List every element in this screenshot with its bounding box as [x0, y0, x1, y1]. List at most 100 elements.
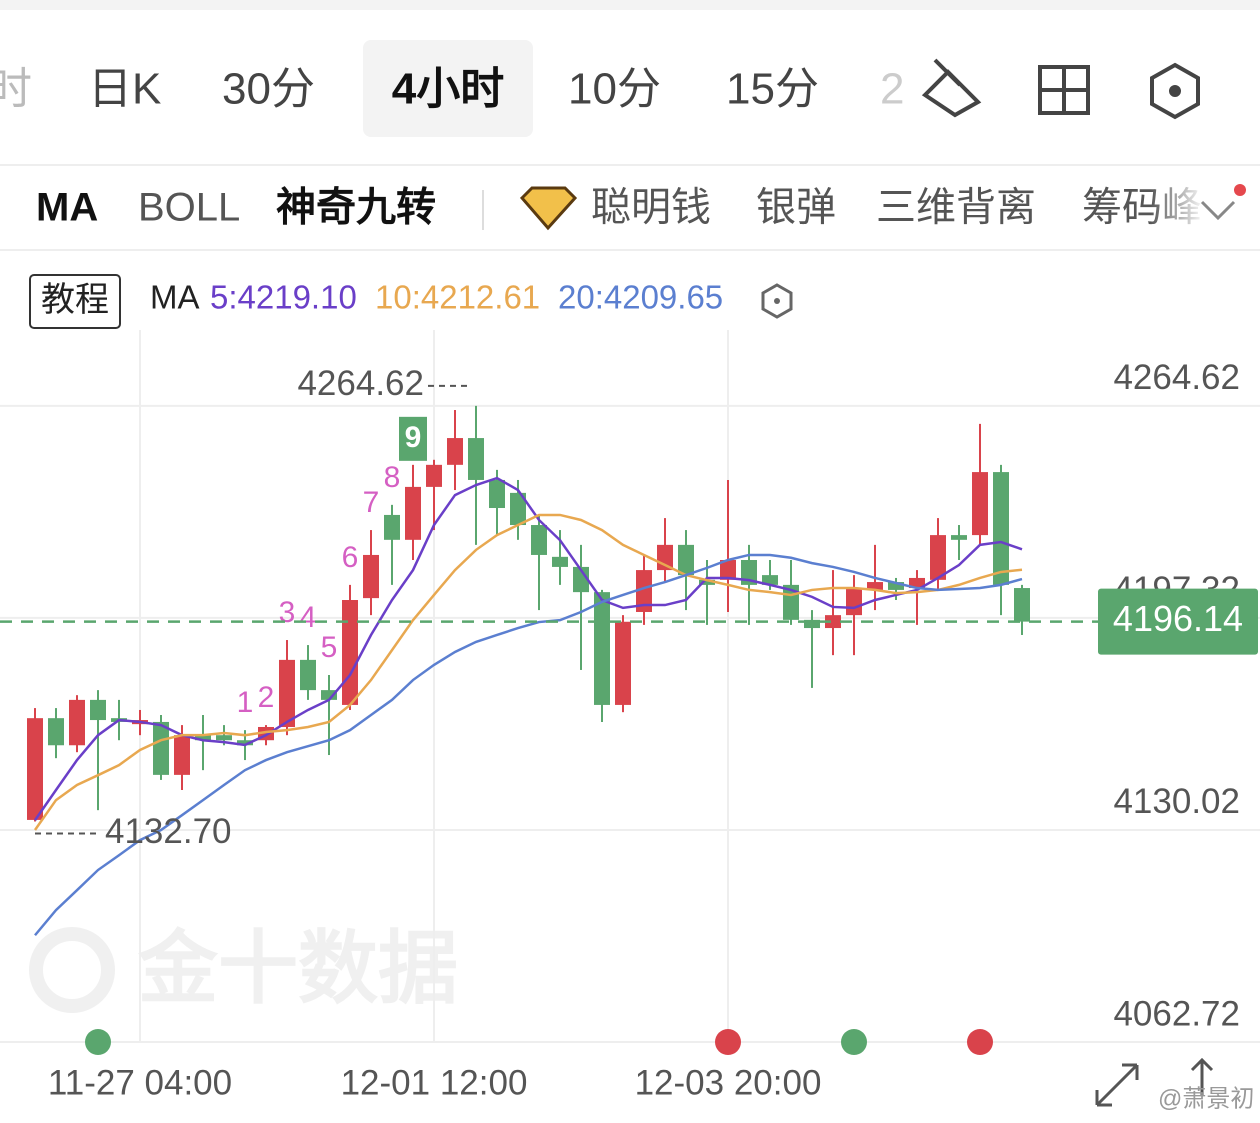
high-label: 4264.62: [297, 364, 424, 403]
ma-settings-dot: [774, 298, 780, 304]
candle-body: [804, 619, 820, 629]
candle-body: [699, 579, 715, 585]
candle-body: [972, 472, 988, 536]
indicator[interactable]: MA: [36, 186, 98, 230]
candle-body: [552, 556, 568, 567]
candle-body: [321, 690, 337, 700]
candle-body: [888, 582, 904, 590]
indicator[interactable]: 银弹: [756, 186, 836, 230]
candle-body: [90, 699, 106, 721]
settings-icon[interactable]: [1150, 62, 1200, 120]
candle-body: [300, 659, 316, 691]
candle-body: [573, 566, 589, 593]
candle-body: [153, 721, 169, 775]
low-label: 4132.70: [105, 812, 232, 851]
layout-icon-lines: [1040, 67, 1088, 113]
y-tick-label: 4062.72: [1113, 994, 1240, 1033]
indicator[interactable]: 聪明钱: [591, 186, 711, 230]
legend-entry: 5:4219.10: [210, 279, 357, 316]
candle-body: [1014, 588, 1030, 622]
settings-dot: [1169, 85, 1181, 97]
legend-entry: 20:4209.65: [558, 279, 723, 316]
tab[interactable]: 时: [0, 65, 32, 114]
candle-body: [615, 621, 631, 705]
candle-body: [846, 588, 862, 616]
tab[interactable]: 10分: [568, 65, 661, 114]
legend-entry: 10:4212.61: [375, 279, 540, 316]
candle-body: [216, 735, 232, 741]
candle-body: [447, 438, 463, 465]
credit: @萧景初: [1158, 1085, 1254, 1112]
candle-body: [636, 570, 652, 612]
signal-dot: [967, 1029, 993, 1055]
arrow-icon[interactable]: [1190, 1057, 1214, 1095]
bottom-icons: [1095, 1057, 1214, 1107]
current-price-label: 4196.14: [1113, 598, 1243, 639]
candle-body: [279, 659, 295, 727]
candle-body: [342, 600, 358, 705]
y-tick-label: 4130.02: [1113, 782, 1240, 821]
watermark: 金十数据: [29, 924, 458, 1013]
candle-body: [678, 544, 694, 576]
candle-body: [951, 535, 967, 540]
y-tick-label: 4264.62: [1113, 358, 1240, 397]
candle-body: [27, 718, 43, 820]
candle-body: [867, 582, 883, 590]
candle-body: [174, 735, 190, 775]
tab[interactable]: 日K: [88, 65, 161, 114]
tutorial-label[interactable]: 教程: [41, 281, 109, 319]
expand-icon[interactable]: [1095, 1063, 1139, 1107]
ma-settings[interactable]: [761, 283, 793, 319]
nine-count: 3: [279, 596, 296, 629]
candle-body: [762, 575, 778, 585]
tab-active[interactable]: 4小时: [392, 65, 504, 114]
badge: [1234, 184, 1246, 196]
nine-count: 6: [342, 541, 359, 574]
candle-body: [405, 486, 421, 540]
x-tick-label: 11-27 04:00: [48, 1063, 232, 1102]
candle-body: [531, 525, 547, 555]
nine-count: 5: [321, 631, 338, 664]
candle-body: [930, 535, 946, 580]
candle-body: [69, 699, 85, 746]
candle-body: [237, 740, 253, 746]
candle-body: [384, 514, 400, 540]
nine-count: 2: [258, 681, 275, 714]
indicator[interactable]: BOLL: [138, 186, 240, 230]
signal-dot: [85, 1029, 111, 1055]
draw-icon[interactable]: [921, 58, 982, 118]
ma-label: MA: [150, 279, 200, 316]
status-strip: [0, 0, 1260, 10]
nine-count: 7: [363, 486, 380, 519]
candle-body: [720, 559, 736, 580]
candle-body: [909, 577, 925, 589]
nine-count: 9: [405, 421, 422, 454]
candle-body: [48, 718, 64, 746]
candle-body: [195, 735, 211, 741]
ma-line: [33, 476, 1023, 821]
tab[interactable]: 30分: [222, 65, 315, 114]
toolbar-icons: [921, 58, 1200, 120]
diamond-icon: [519, 186, 578, 231]
watermark-logo: [29, 927, 115, 1013]
ma-line: [34, 553, 1023, 937]
chevron[interactable]: [1200, 200, 1236, 221]
candle-body: [993, 472, 1009, 585]
candle-body: [594, 592, 610, 705]
ma-line: [33, 513, 1023, 831]
nine-count: 4: [300, 601, 317, 634]
candle-body: [489, 479, 505, 509]
x-tick-label: 12-03 20:00: [635, 1063, 822, 1102]
candle-body: [363, 554, 379, 599]
indicator[interactable]: 三维背离: [876, 186, 1036, 230]
tab[interactable]: 15分: [726, 65, 819, 114]
candle-body: [510, 492, 526, 526]
tutorial-button[interactable]: [29, 274, 121, 329]
tab[interactable]: 2: [880, 65, 904, 114]
candle-body: [825, 615, 841, 629]
nine-count: 1: [237, 686, 254, 719]
indicator[interactable]: 神奇九转: [276, 186, 436, 230]
candle-body: [426, 464, 442, 487]
